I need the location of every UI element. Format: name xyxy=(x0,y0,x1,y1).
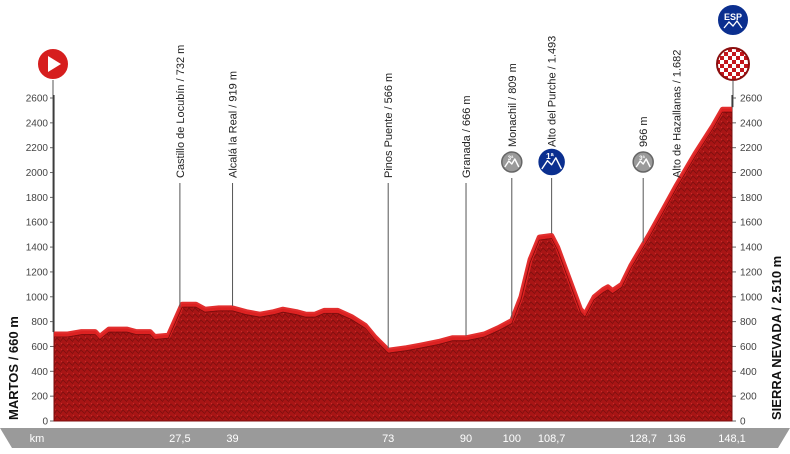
profile-layer xyxy=(53,106,733,422)
y-axis-right: 0 200 400 600 800 1000 1200 1400 1600 1800 2000 220… xyxy=(731,94,763,428)
y-tick-label-left: 2000 xyxy=(26,168,49,179)
finish-badge xyxy=(716,47,750,81)
y-tick-label-left: 1800 xyxy=(26,193,49,204)
km-tick-label: 108,7 xyxy=(538,433,566,445)
y-tick-label-left: 2200 xyxy=(26,143,49,154)
waypoint-label: Granada / 666 m xyxy=(461,95,473,178)
mountain-icon: 3ª xyxy=(501,151,523,173)
km-bar xyxy=(0,428,790,448)
y-tick-label-right: 0 xyxy=(740,417,746,428)
y-tick-label-left: 0 xyxy=(42,417,48,428)
climb-badge xyxy=(536,147,567,177)
y-tick-label-right: 1600 xyxy=(740,218,763,229)
y-tick-label-left: 2400 xyxy=(26,118,49,129)
km-tick-label: 148,1 xyxy=(718,433,746,445)
start-town-label: MARTOS / 660 m xyxy=(6,316,21,420)
mountain-icon: 1ª xyxy=(536,147,567,177)
climb-category: 1ª xyxy=(546,151,555,161)
y-tick-label-left: 600 xyxy=(31,342,48,353)
y-tick-label-left: 1000 xyxy=(26,292,49,303)
climb-category: 3ª xyxy=(639,155,645,162)
waypoint-label: 966 m xyxy=(638,116,650,147)
y-tick-label-right: 400 xyxy=(740,367,757,378)
esp-badge xyxy=(716,3,750,37)
mountain-icon: 3ª xyxy=(632,151,654,173)
y-tick-label-right: 2200 xyxy=(740,143,763,154)
y-tick-label-right: 2400 xyxy=(740,118,763,129)
y-tick-label-left: 2600 xyxy=(26,94,49,105)
climb-category: 3ª xyxy=(508,155,514,162)
km-axis-label: km xyxy=(30,433,45,445)
km-tick-label: 39 xyxy=(226,433,238,445)
waypoint-label: Monachil / 809 m xyxy=(507,63,519,147)
waypoint-layer: Castillo de Locubín / 732 m Alcalá la Rea… xyxy=(175,36,684,349)
y-tick-label-right: 1400 xyxy=(740,243,763,254)
y-tick-label-right: 600 xyxy=(740,342,757,353)
icon-layer: ESP xyxy=(36,3,750,333)
waypoint-label: Alto del Purche / 1.493 xyxy=(547,36,559,147)
esp-badge-peaks xyxy=(723,19,743,29)
climb-peaks xyxy=(541,157,563,170)
y-tick-label-right: 1000 xyxy=(740,292,763,303)
y-tick-label-left: 400 xyxy=(31,367,48,378)
y-tick-label-right: 2000 xyxy=(740,168,763,179)
y-tick-label-left: 200 xyxy=(31,392,48,403)
climb-badge xyxy=(501,151,523,173)
y-tick-label-right: 1200 xyxy=(740,267,763,278)
esp-badge-text: ESP xyxy=(724,12,742,22)
y-tick-label-right: 2600 xyxy=(740,94,763,105)
y-tick-label-left: 1200 xyxy=(26,267,49,278)
climb-peaks xyxy=(504,158,520,168)
km-tick-label: 100 xyxy=(503,433,521,445)
waypoint-label: Castillo de Locubín / 732 m xyxy=(175,45,187,178)
km-tick-label: 128,7 xyxy=(629,433,657,445)
play-triangle xyxy=(48,56,61,72)
km-tick-label: 73 xyxy=(382,433,394,445)
finish-town-label: SIERRA NEVADA / 2.510 m xyxy=(769,256,784,420)
elevation-ridge-shade xyxy=(54,111,732,354)
esp-badge-icon: ESP xyxy=(716,3,750,37)
checkered-flag-icon xyxy=(716,47,750,81)
waypoint-label: Alto de Hazallanas / 1.682 xyxy=(672,50,684,178)
y-tick-label-right: 200 xyxy=(740,392,757,403)
waypoint-label: Pinos Puente / 566 m xyxy=(383,73,395,178)
km-tick-label: 90 xyxy=(460,433,472,445)
y-tick-label-left: 1600 xyxy=(26,218,49,229)
climb-badge xyxy=(632,151,654,173)
y-tick-label-right: 1800 xyxy=(740,193,763,204)
y-tick-label-right: 800 xyxy=(740,317,757,328)
km-tick-label: 27,5 xyxy=(169,433,190,445)
y-axis-left: 0 200 400 600 800 1000 1200 1400 1600 1800 2000 220… xyxy=(26,94,55,428)
y-tick-label-left: 1400 xyxy=(26,243,49,254)
elevation-ridge xyxy=(54,106,732,353)
waypoint-label: Alcalá la Real / 919 m xyxy=(228,71,240,178)
y-tick-label-left: 800 xyxy=(31,317,48,328)
km-tick-label: 136 xyxy=(667,433,685,445)
km-axis: km 27,5 39 73 90 100 108,7 128,7 136 148,1 xyxy=(0,428,790,448)
play-icon xyxy=(36,47,70,81)
climb-peaks xyxy=(635,158,651,168)
